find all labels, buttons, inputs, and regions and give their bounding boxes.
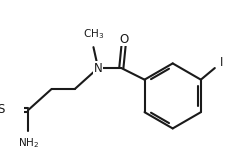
Text: I: I xyxy=(219,56,223,69)
Text: S: S xyxy=(0,103,5,116)
Text: NH$_2$: NH$_2$ xyxy=(18,137,39,150)
Text: O: O xyxy=(119,32,128,46)
Text: CH$_3$: CH$_3$ xyxy=(83,27,104,41)
Text: N: N xyxy=(94,62,103,75)
